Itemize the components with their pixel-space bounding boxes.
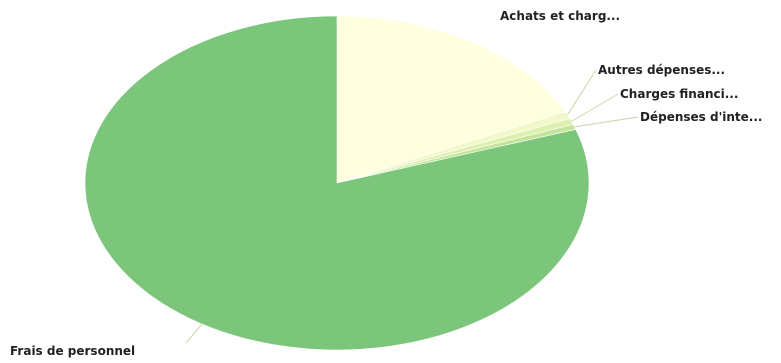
leader-line [571,93,619,122]
slice-achats [336,15,566,184]
leader-line [566,69,597,116]
leader-line [185,323,203,344]
slice-label-charges-financieres: Charges financi... [620,87,738,101]
slice-label-frais-de-personnel: Frais de personnel [10,344,135,358]
pie-slices [84,15,590,351]
slice-label-autres-depenses: Autres dépenses... [598,63,725,77]
leader-line [574,116,639,128]
slice-label-depenses-investissement: Dépenses d'inte... [640,110,762,124]
slice-frais-de-personnel [84,15,590,351]
leader-lines [185,69,639,344]
slice-label-achats: Achats et charg... [500,9,620,23]
